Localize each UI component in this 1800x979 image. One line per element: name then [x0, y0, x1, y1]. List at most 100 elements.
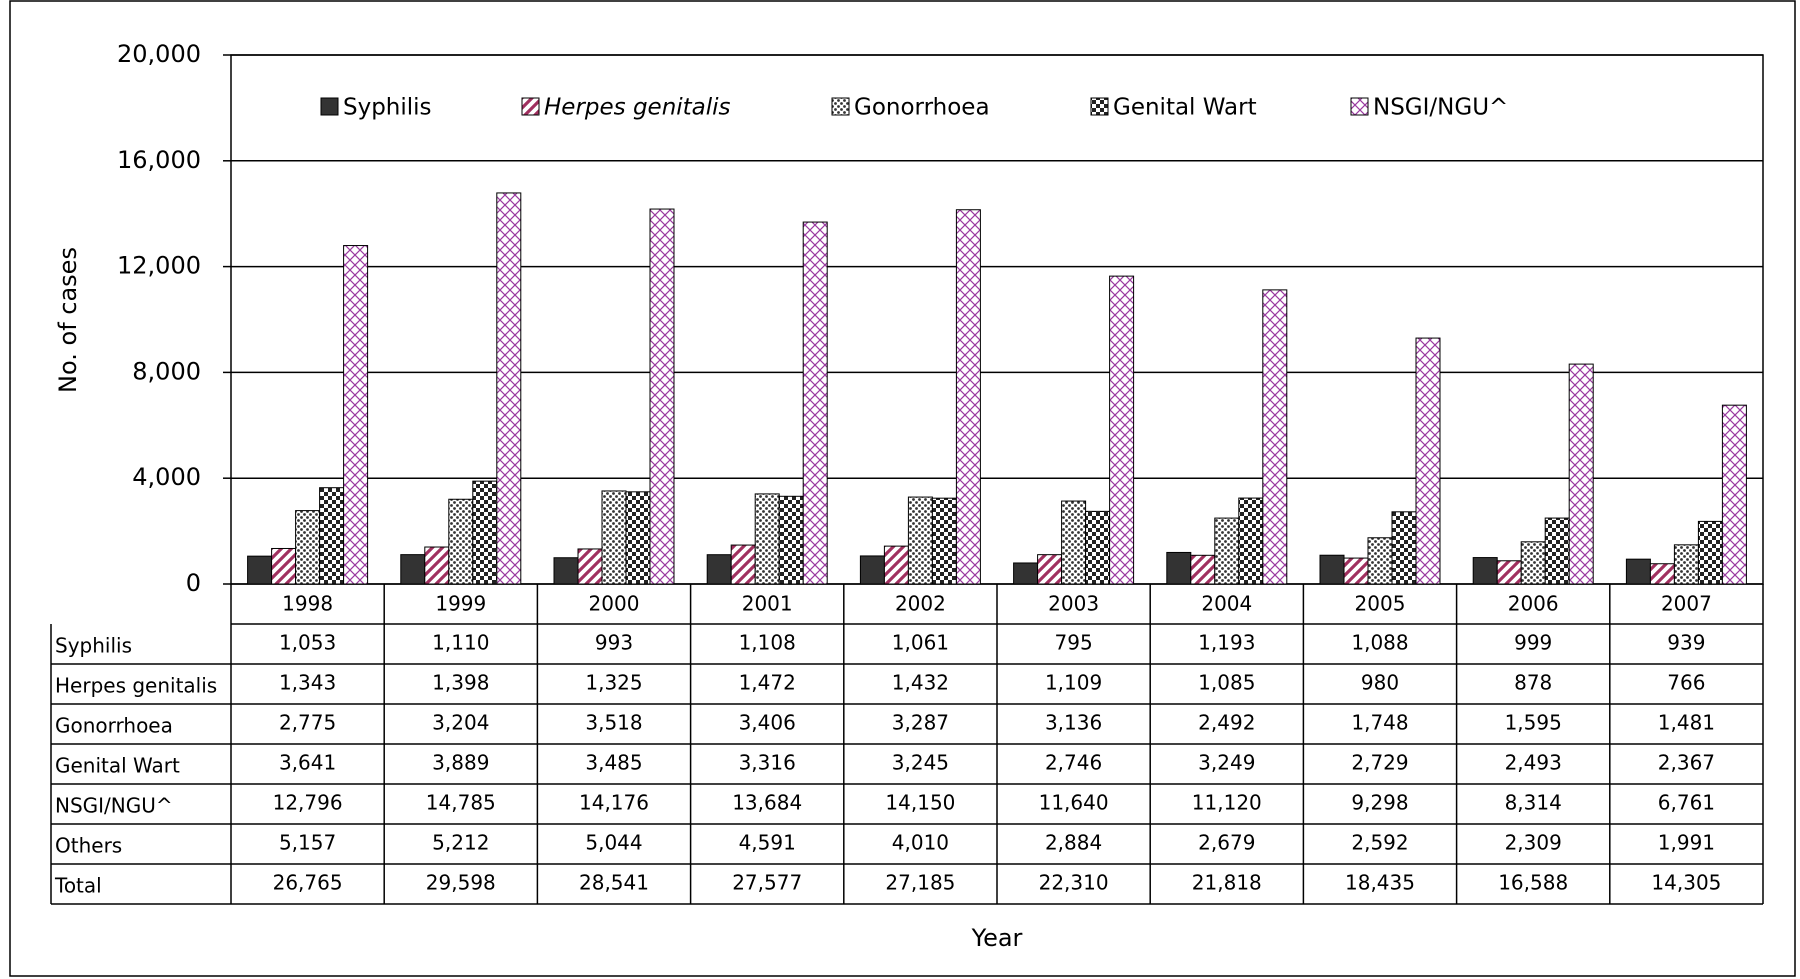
bar	[1568, 363, 1594, 585]
table-cell: 5,044	[585, 831, 642, 855]
table-cell: 3,245	[892, 751, 949, 775]
legend-label: NSGI/NGU^	[1373, 95, 1508, 121]
bar	[1037, 554, 1063, 585]
legend-swatch	[831, 97, 850, 116]
table-cell: 2,367	[1658, 751, 1715, 775]
bar	[472, 480, 498, 585]
bar	[1697, 520, 1723, 585]
table-cell: 1,085	[1198, 671, 1255, 695]
table-cell: 1,472	[739, 671, 796, 695]
table-cell: 1,109	[1045, 671, 1102, 695]
table-cell: 3,316	[739, 751, 796, 775]
bar	[247, 555, 273, 585]
table-cell: 878	[1514, 671, 1552, 695]
table-cell: 27,185	[885, 871, 955, 895]
bar	[907, 496, 933, 585]
bar	[1166, 551, 1192, 585]
table-cell: 29,598	[426, 871, 496, 895]
table-cell: 3,287	[892, 711, 949, 735]
table-cell: 3,485	[585, 751, 642, 775]
table-cell: 27,577	[732, 871, 802, 895]
table-row-label: Genital Wart	[55, 754, 180, 778]
table-cell: 13,684	[732, 791, 802, 815]
y-tick-label: 12,000	[117, 252, 201, 280]
table-cell: 6,761	[1658, 791, 1715, 815]
table-cell: 2,729	[1351, 751, 1408, 775]
x-tick-label: 2002	[895, 592, 946, 616]
legend-swatch	[1090, 97, 1109, 116]
x-tick-label: 1999	[435, 592, 486, 616]
table-cell: 1,053	[279, 631, 336, 655]
table-cell: 5,212	[432, 831, 489, 855]
y-axis-title: No. of cases	[54, 247, 82, 393]
table-cell: 14,785	[426, 791, 496, 815]
bar	[955, 209, 981, 585]
bar	[496, 192, 522, 585]
bar	[1214, 517, 1240, 585]
bar	[1343, 557, 1369, 585]
table-cell: 14,305	[1651, 871, 1721, 895]
x-tick-label: 2003	[1048, 592, 1099, 616]
table-cell: 21,818	[1192, 871, 1262, 895]
legend-label: Genital Wart	[1113, 95, 1257, 121]
table-cell: 795	[1055, 631, 1093, 655]
table-row-label: Others	[55, 834, 122, 858]
legend-label: Syphilis	[343, 95, 432, 121]
table-cell: 1,343	[279, 671, 336, 695]
table-cell: 993	[595, 631, 633, 655]
table-cell: 1,088	[1351, 631, 1408, 655]
x-tick-label: 2005	[1355, 592, 1406, 616]
legend-label: Gonorrhoea	[854, 95, 990, 121]
bar	[859, 555, 885, 585]
y-tick-label: 16,000	[117, 146, 201, 174]
bar	[343, 245, 369, 585]
table-cell: 4,591	[739, 831, 796, 855]
table-cell: 2,775	[279, 711, 336, 735]
table-cell: 3,249	[1198, 751, 1255, 775]
bar	[802, 221, 828, 585]
table-cell: 14,176	[579, 791, 649, 815]
table-cell: 26,765	[273, 871, 343, 895]
bar	[1238, 497, 1264, 585]
table-row-label: Syphilis	[55, 634, 132, 658]
bar	[649, 208, 675, 585]
bar	[271, 547, 297, 585]
table-cell: 22,310	[1039, 871, 1109, 895]
bar	[1625, 558, 1651, 585]
table-cell: 3,518	[585, 711, 642, 735]
table-cell: 1,481	[1658, 711, 1715, 735]
table-cell: 1,193	[1198, 631, 1255, 655]
table-cell: 1,748	[1351, 711, 1408, 735]
bar	[1190, 554, 1216, 585]
legend-swatch	[320, 97, 339, 116]
table-cell: 1,432	[892, 671, 949, 695]
table-cell: 2,679	[1198, 831, 1255, 855]
bar	[1721, 404, 1747, 585]
table-cell: 3,136	[1045, 711, 1102, 735]
bar	[931, 497, 957, 585]
bar	[625, 491, 651, 585]
y-tick-label: 20,000	[117, 40, 201, 68]
table-cell: 18,435	[1345, 871, 1415, 895]
x-tick-label: 2006	[1508, 592, 1559, 616]
table-cell: 2,309	[1505, 831, 1562, 855]
table-cell: 11,640	[1039, 791, 1109, 815]
table-cell: 980	[1361, 671, 1399, 695]
table-cell: 11,120	[1192, 791, 1262, 815]
bar	[553, 557, 579, 585]
table-cell: 1,110	[432, 631, 489, 655]
bar	[1013, 562, 1039, 585]
bar	[1061, 500, 1087, 585]
table-cell: 2,592	[1351, 831, 1408, 855]
table-cell: 12,796	[273, 791, 343, 815]
table-cell: 1,061	[892, 631, 949, 655]
table-cell: 1,595	[1505, 711, 1562, 735]
table-cell: 4,010	[892, 831, 949, 855]
bar	[1520, 541, 1546, 585]
x-tick-label: 2000	[589, 592, 640, 616]
x-axis-title: Year	[971, 924, 1023, 952]
bar	[448, 498, 474, 585]
table-row-label: Total	[54, 874, 102, 898]
x-tick-label: 1998	[282, 592, 333, 616]
